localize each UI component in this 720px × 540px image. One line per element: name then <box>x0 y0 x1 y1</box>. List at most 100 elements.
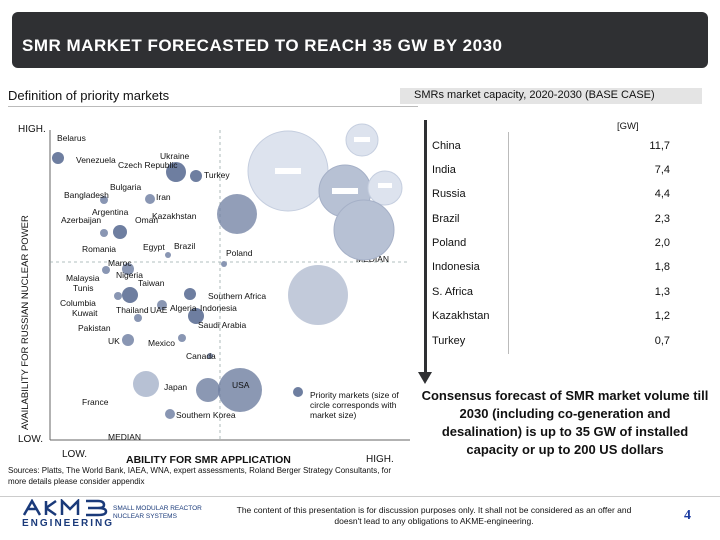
label-southern-africa: Southern Africa <box>208 291 266 301</box>
bubble-bulgaria <box>100 196 108 204</box>
label-kazakhstan: Kazakhstan <box>152 211 197 221</box>
legend-note: Priority markets (size of circle corresp… <box>310 390 399 420</box>
slide-title: SMR MARKET FORECASTED TO REACH 35 GW BY … <box>22 36 503 55</box>
logo-tagline: SMALL MODULAR REACTOR NUCLEAR SYSTEMS <box>113 505 202 520</box>
bubble-southern-korea <box>165 409 175 419</box>
label-saudi-arabia: Saudi Arabia <box>198 320 246 330</box>
capacity-row: Russia 4,4 <box>432 188 702 212</box>
capacity-value: 1,8 <box>654 261 670 273</box>
label-tunis: Tunis <box>73 283 93 293</box>
label-columbia: Columbia <box>60 298 96 308</box>
label-pakistan: Pakistan <box>78 323 111 333</box>
bubble-japan <box>196 378 220 402</box>
section-title-right: SMRs market capacity, 2020-2030 (BASE CA… <box>400 88 702 104</box>
bubble-kazakhstan <box>217 194 257 234</box>
x-axis-label: ABILITY FOR SMR APPLICATION <box>126 454 291 466</box>
label-poland: Poland <box>226 248 253 258</box>
capacity-value: 4,4 <box>654 188 670 200</box>
y-low-label: LOW. <box>18 434 44 445</box>
capacity-row: India 7,4 <box>432 164 702 188</box>
capacity-country: S. Africa <box>432 286 473 298</box>
label-venezuela: Venezuela <box>76 155 116 165</box>
capacity-country: Russia <box>432 188 466 200</box>
capacity-country: Poland <box>432 237 467 249</box>
bubble-tunis <box>122 287 138 303</box>
bubble-malaysia <box>102 266 110 274</box>
bubble-marker <box>275 168 301 174</box>
capacity-divider <box>508 132 509 354</box>
capacity-country: Kazakhstan <box>432 310 490 322</box>
label-iran: Iran <box>156 192 171 202</box>
bubble-marker <box>332 188 358 194</box>
footer-divider <box>0 496 720 497</box>
capacity-row: Indonesia 1,8 <box>432 261 702 285</box>
capacity-value: 1,3 <box>654 286 670 298</box>
label-nigeria: Nigeria <box>116 270 143 280</box>
capacity-country: Indonesia <box>432 261 480 273</box>
label-uk: UK <box>108 336 120 346</box>
bubble-iran <box>145 194 155 204</box>
logo-name: ENGINEERING <box>22 518 115 529</box>
label-thailand: Thailand <box>116 305 149 315</box>
capacity-value: 0,7 <box>654 335 670 347</box>
label-mexico: Mexico <box>148 338 175 348</box>
label-usa: USA <box>232 380 250 390</box>
bubble-marker <box>378 183 392 188</box>
bubble-argentina <box>113 225 127 239</box>
page-number: 4 <box>684 508 691 523</box>
label-egypt: Egypt <box>143 242 165 252</box>
label-france: France <box>82 397 109 407</box>
capacity-country: China <box>432 140 461 152</box>
bubble-belarus <box>52 152 64 164</box>
capacity-row: S. Africa 1,3 <box>432 286 702 310</box>
bubble-mid-region <box>333 199 395 261</box>
label-canada: Canada <box>186 351 216 361</box>
bubble-usa <box>218 368 262 412</box>
label-argentina: Argentina <box>92 207 129 217</box>
akme-logo-icon <box>22 499 108 517</box>
capacity-unit: [GW] <box>617 121 639 132</box>
label-japan: Japan <box>164 382 187 392</box>
label-algeria: Algeria <box>170 303 197 313</box>
legend-bubble <box>293 387 303 397</box>
bubble-uk <box>122 334 134 346</box>
section-title-left: Definition of priority markets <box>8 88 170 103</box>
label-southern-korea: Southern Korea <box>176 410 236 420</box>
bubble-uae <box>157 300 167 310</box>
x-low-label: LOW. <box>62 449 88 460</box>
bubble-maroc <box>122 263 134 275</box>
bubble-egypt <box>165 252 171 258</box>
bubble-turkey <box>166 162 186 182</box>
label-turkey: Turkey <box>204 170 230 180</box>
disclaimer: The content of this presentation is for … <box>236 505 632 526</box>
sources-note: Sources: Platts, The World Bank, IAEA, W… <box>8 466 391 486</box>
title-bar <box>12 12 708 68</box>
bubble-mexico <box>178 334 186 342</box>
bubble-pakistan <box>134 314 142 322</box>
capacity-row: Turkey 0,7 <box>432 335 702 359</box>
arrow-shaft <box>424 120 427 374</box>
section-divider <box>8 106 418 107</box>
label-bangladesh: Bangladesh <box>64 190 109 200</box>
x-high-label: HIGH. <box>366 454 394 465</box>
capacity-value: 2,0 <box>654 237 670 249</box>
capacity-country: India <box>432 164 456 176</box>
bubble-canada <box>207 353 213 359</box>
capacity-value: 7,4 <box>654 164 670 176</box>
bubble-marker <box>354 137 370 142</box>
capacity-value: 1,2 <box>654 310 670 322</box>
bubble-france <box>133 371 159 397</box>
capacity-row: Kazakhstan 1,2 <box>432 310 702 334</box>
label-malaysia: Malaysia <box>66 273 100 283</box>
capacity-row: China 11,7 <box>432 140 702 164</box>
label-indonesia: Indonesia <box>200 303 237 313</box>
capacity-value: 2,3 <box>654 213 670 225</box>
arrow-down-icon <box>418 372 432 384</box>
capacity-country: Brazil <box>432 213 460 225</box>
median-v-label: MEDIAN <box>108 432 141 442</box>
bubble-saudi-arabia <box>188 308 204 324</box>
bubble-southern-africa <box>288 265 348 325</box>
label-czech-republic: Czech Republic <box>118 160 178 170</box>
capacity-row: Poland 2,0 <box>432 237 702 261</box>
